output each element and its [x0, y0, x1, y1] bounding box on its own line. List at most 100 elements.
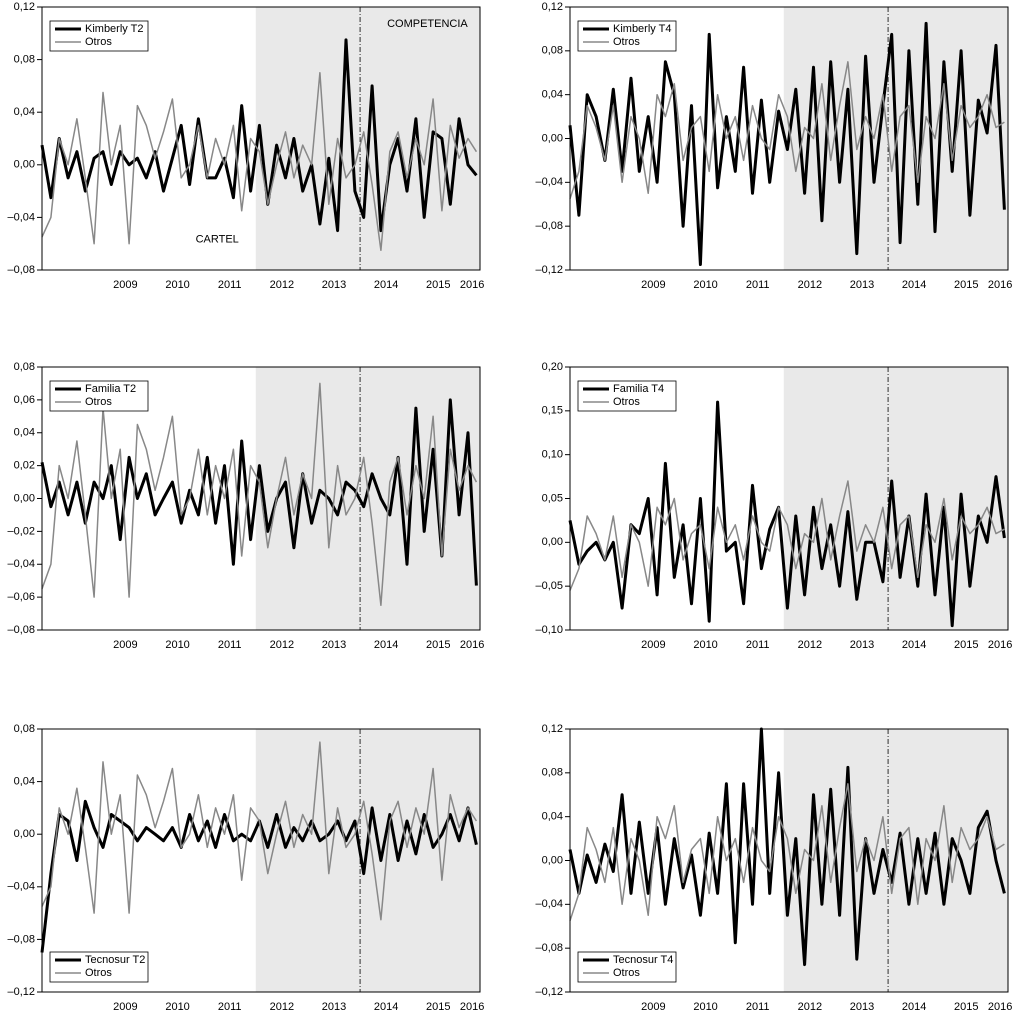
x-tick-label: 2009 — [113, 639, 137, 651]
x-tick-label: 2016 — [988, 279, 1012, 291]
y-tick-label: 0,08 — [14, 723, 35, 735]
x-tick-label: 2012 — [270, 639, 294, 651]
x-tick-label: 2011 — [746, 279, 770, 291]
series-line — [41, 741, 478, 921]
y-tick-label: 0,04 — [14, 776, 35, 788]
y-tick-label: 0,04 — [542, 89, 563, 101]
y-tick-label: 0,02 — [14, 460, 35, 472]
x-tick-label: 2013 — [322, 639, 346, 651]
x-tick-label: 2012 — [270, 279, 294, 291]
y-tick-label: –0,08 — [535, 942, 563, 954]
legend-label: Otros — [613, 396, 640, 408]
x-tick-label: 2015 — [426, 1001, 450, 1013]
x-tick-label: 2014 — [902, 1001, 926, 1013]
x-tick-label: 2015 — [954, 279, 978, 291]
y-tick-label: 0,12 — [14, 1, 35, 13]
y-tick-label: –0,04 — [7, 558, 35, 570]
legend-label: Otros — [85, 36, 112, 48]
legend-box — [577, 20, 677, 52]
x-tick-label: 2014 — [374, 1001, 398, 1013]
x-tick-label: 2010 — [693, 1001, 717, 1013]
y-tick-label: 0,00 — [542, 854, 563, 866]
series-line — [569, 61, 1005, 200]
x-tick-label: 2011 — [218, 279, 242, 291]
y-tick-label: 0,08 — [542, 767, 563, 779]
series-line — [41, 382, 478, 607]
x-tick-label: 2015 — [426, 639, 450, 651]
x-tick-label: 2013 — [322, 1001, 346, 1013]
y-tick-label: 0,08 — [14, 54, 35, 66]
legend-label: Otros — [613, 36, 640, 48]
plot-frame — [41, 728, 481, 993]
y-tick-label: –0,05 — [535, 580, 563, 592]
x-tick-label: 2013 — [322, 279, 346, 291]
x-tick-label: 2014 — [374, 279, 398, 291]
x-tick-label: 2010 — [165, 1001, 189, 1013]
legend-label: Otros — [85, 396, 112, 408]
series-line — [40, 398, 478, 586]
y-tick-label: 0,20 — [542, 361, 563, 373]
x-tick-label: 2016 — [988, 1001, 1012, 1013]
y-tick-label: –0,08 — [535, 220, 563, 232]
x-tick-label: 2016 — [460, 279, 484, 291]
x-tick-label: 2014 — [902, 639, 926, 651]
series-line — [40, 38, 478, 233]
x-tick-label: 2012 — [798, 279, 822, 291]
x-tick-label: 2013 — [850, 1001, 874, 1013]
series-line — [568, 400, 1006, 628]
legend-label: Familia T4 — [613, 383, 664, 395]
legend-label: Otros — [85, 967, 112, 979]
legend-label: Kimberly T2 — [85, 23, 143, 35]
x-tick-label: 2015 — [954, 639, 978, 651]
series-line — [569, 783, 1005, 922]
y-tick-label: –0,12 — [535, 264, 563, 276]
x-tick-label: 2016 — [460, 639, 484, 651]
y-tick-label: 0,00 — [542, 536, 563, 548]
y-tick-label: 0,08 — [542, 45, 563, 57]
x-tick-label: 2012 — [798, 639, 822, 651]
x-tick-label: 2015 — [426, 279, 450, 291]
x-tick-label: 2009 — [113, 279, 137, 291]
x-tick-label: 2015 — [954, 1001, 978, 1013]
y-tick-label: –0,08 — [7, 933, 35, 945]
x-tick-label: 2016 — [988, 639, 1012, 651]
y-tick-label: 0,00 — [14, 492, 35, 504]
series-line — [41, 71, 478, 252]
y-tick-label: –0,04 — [535, 898, 563, 910]
y-tick-label: –0,10 — [535, 624, 563, 636]
y-tick-label: 0,04 — [542, 811, 563, 823]
y-tick-label: 0,04 — [14, 427, 35, 439]
legend-box — [577, 380, 677, 412]
y-tick-label: –0,04 — [535, 176, 563, 188]
legend-label: Otros — [613, 967, 640, 979]
legend-box — [49, 951, 149, 983]
x-tick-label: 2010 — [165, 279, 189, 291]
x-tick-label: 2011 — [218, 639, 242, 651]
x-tick-label: 2009 — [641, 639, 665, 651]
x-tick-label: 2011 — [218, 1001, 242, 1013]
legend-box — [577, 951, 677, 983]
x-tick-label: 2010 — [165, 639, 189, 651]
x-tick-label: 2016 — [460, 1001, 484, 1013]
x-tick-label: 2012 — [270, 1001, 294, 1013]
y-tick-label: 0,00 — [14, 828, 35, 840]
shaded-period — [255, 729, 480, 992]
y-tick-label: –0,08 — [7, 264, 35, 276]
legend-box — [49, 20, 149, 52]
y-tick-label: –0,06 — [7, 591, 35, 603]
annotation: COMPETENCIA — [387, 18, 468, 30]
x-tick-label: 2010 — [693, 639, 717, 651]
x-tick-label: 2009 — [641, 279, 665, 291]
legend-label: Tecnosur T4 — [613, 954, 673, 966]
x-tick-label: 2009 — [113, 1001, 137, 1013]
legend-box — [49, 380, 149, 412]
legend-label: Kimberly T4 — [613, 23, 671, 35]
x-tick-label: 2013 — [850, 279, 874, 291]
x-tick-label: 2011 — [746, 639, 770, 651]
x-tick-label: 2013 — [850, 639, 874, 651]
y-tick-label: 0,04 — [14, 106, 35, 118]
legend-label: Tecnosur T2 — [85, 954, 145, 966]
y-tick-label: 0,12 — [542, 723, 563, 735]
